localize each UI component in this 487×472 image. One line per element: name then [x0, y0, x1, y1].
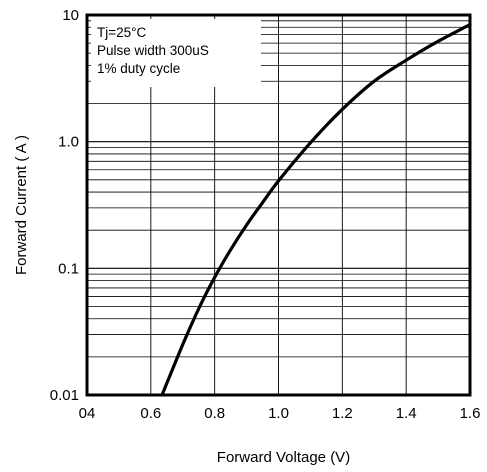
curve-layer [160, 23, 472, 397]
x-tick-label: 1.4 [396, 405, 417, 422]
y-tick-label: 1.0 [58, 134, 79, 151]
note-line: Pulse width 300uS [97, 43, 209, 58]
y-tick-label: 0.01 [50, 387, 79, 404]
note-line: Tj=25°C [97, 25, 147, 40]
plot-frame [85, 13, 472, 397]
x-tick-label: 1.2 [332, 405, 353, 422]
y-tick-labels: 0.01 0.1 1.0 10 [50, 7, 79, 404]
x-tick-label: 1.6 [460, 405, 481, 422]
y-axis-label: Forward Current ( A ) [13, 135, 30, 275]
x-tick-label: 1.0 [268, 405, 289, 422]
x-tick-label: 0.6 [140, 405, 161, 422]
conditions-note: Tj=25°C Pulse width 300uS 1% duty cycle [91, 19, 261, 87]
note-background [91, 19, 261, 87]
x-tick-labels: 04 0.6 0.8 1.0 1.2 1.4 1.6 [79, 405, 481, 422]
x-tick-label: 04 [79, 405, 96, 422]
x-axis-label: Forward Voltage (V) [217, 449, 350, 466]
y-tick-label: 10 [62, 7, 79, 24]
forward-current-curve [160, 23, 472, 397]
y-tick-label: 0.1 [58, 260, 79, 277]
x-tick-label: 0.8 [204, 405, 225, 422]
note-line: 1% duty cycle [97, 61, 180, 76]
